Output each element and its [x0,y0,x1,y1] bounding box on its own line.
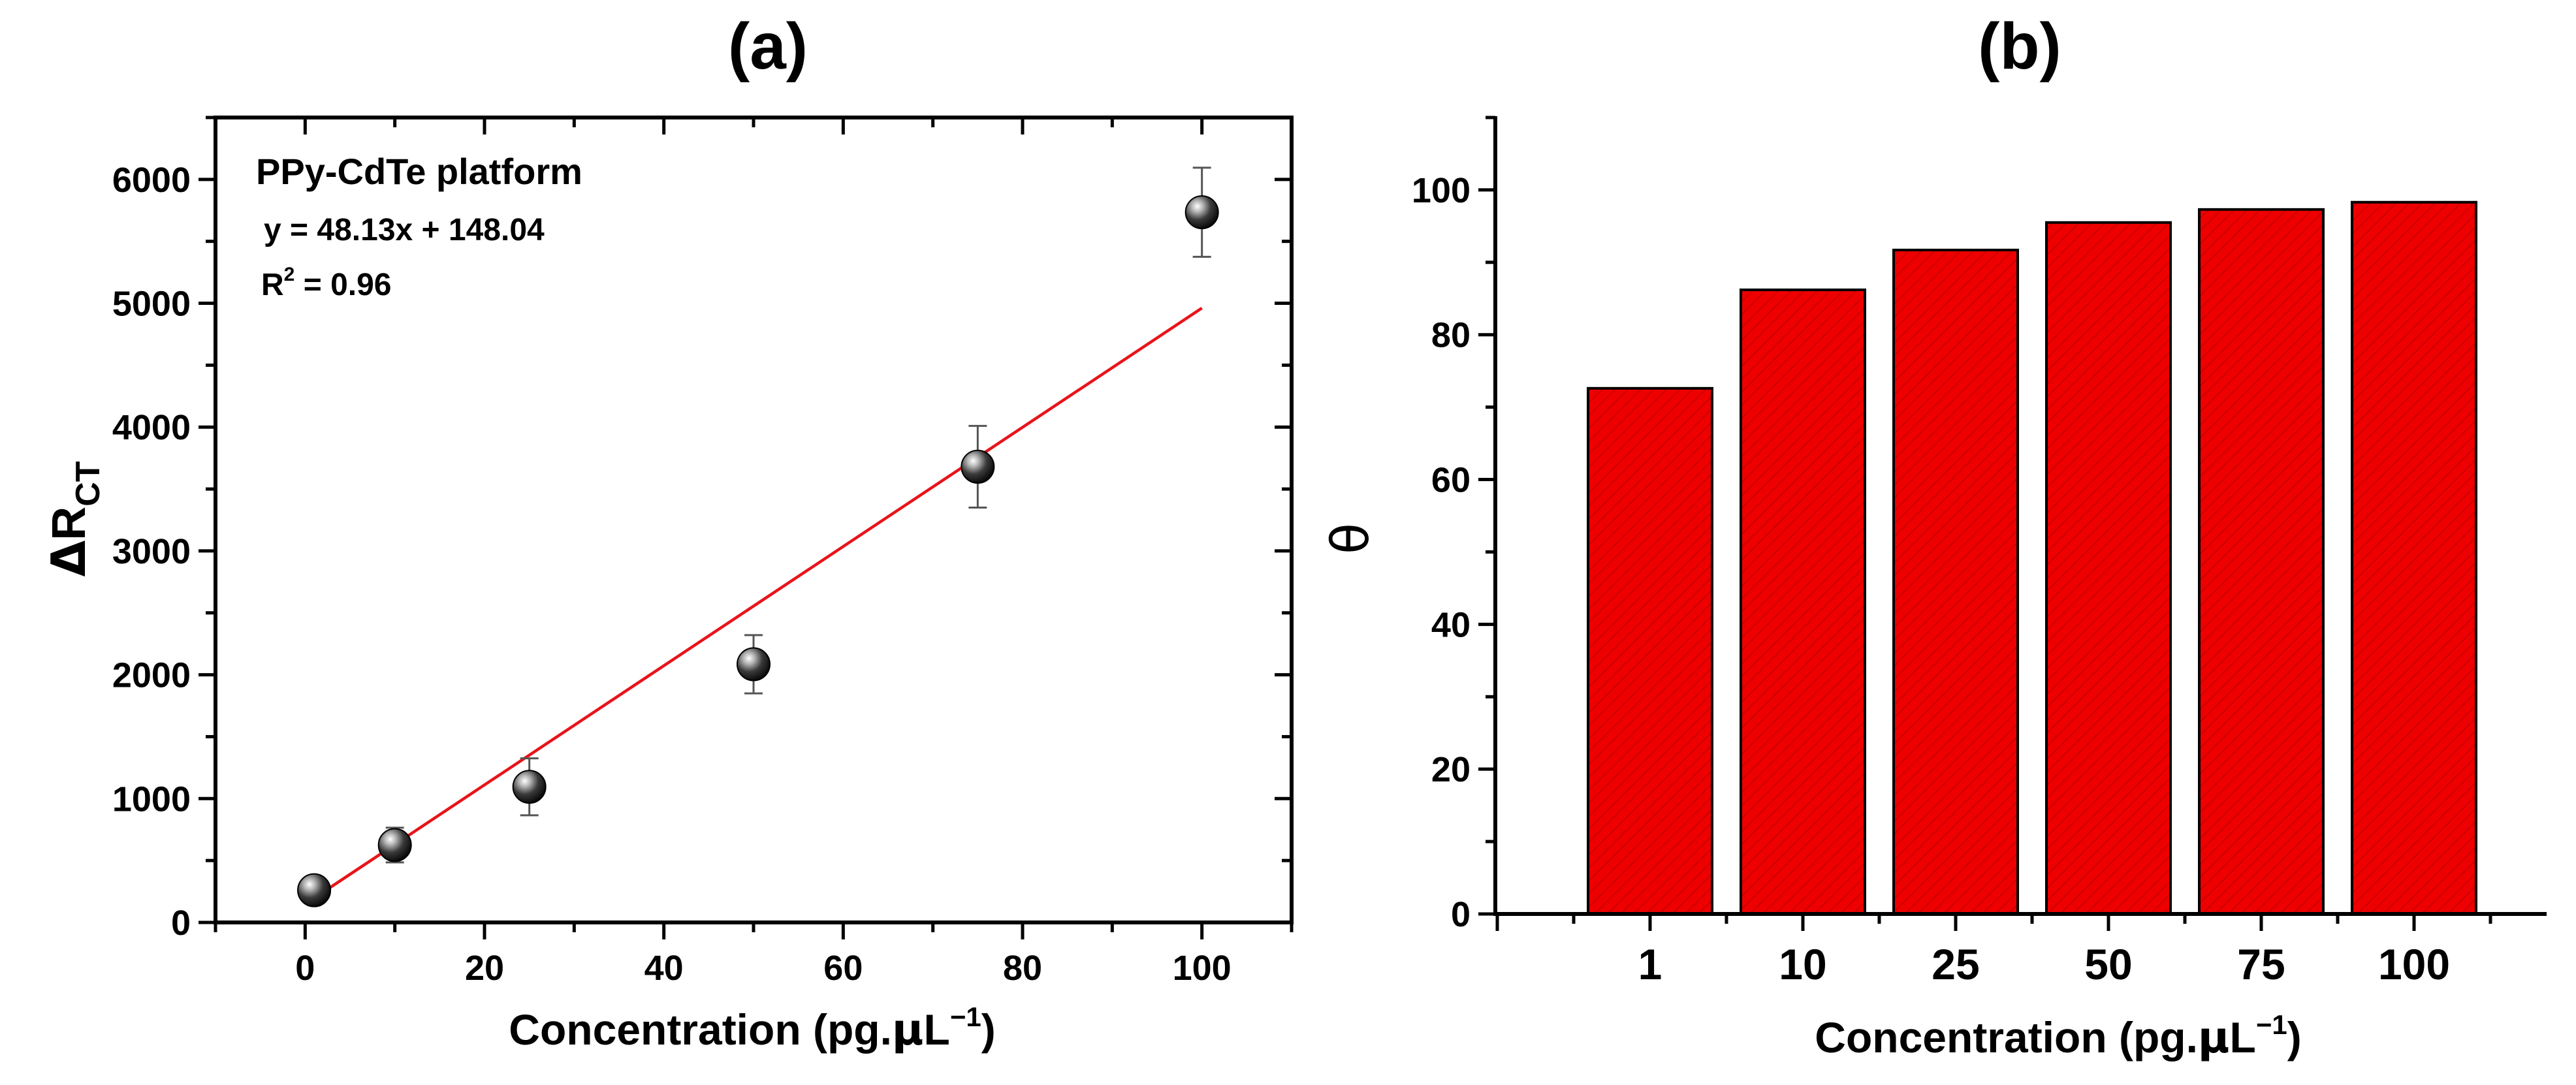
r-squared-r: R [261,268,284,302]
x-axis-label-a: Concentration (pg.μL−1) [509,1001,995,1055]
x-tick-label-b: 75 [2237,940,2285,988]
data-point [377,828,412,862]
bars-b [1587,200,2477,916]
y-axis-label-b: θ [1322,523,1380,554]
y-axis-label-a: ΔRCT [41,461,107,576]
x-axis-label-a-unit: L [924,1005,950,1054]
x-tick-label-a: 20 [465,949,504,988]
data-point [1185,195,1219,230]
y-tick-label-a: 2000 [112,656,191,695]
x-tick-label-a: 100 [1173,949,1232,988]
annotation-title: PPy-CdTe platform [256,151,582,192]
x-tick-label-a: 60 [823,949,863,988]
y-tick-label-b: 40 [1431,605,1471,644]
y-axis-label-a-sub: CT [69,461,107,507]
y-tick-label-a: 5000 [112,285,191,324]
chart-a: (a) 0 20 40 60 80 100010002000300040005000600… [41,10,1294,1055]
x-tick-label-b: 25 [1932,940,1979,988]
data-points-a [297,195,1219,907]
fit-equation: y = 48.13x + 148.04 [264,213,545,247]
x-axis-label-b-sup: −1 [2256,1009,2287,1040]
x-tick-label-b: 1 [1638,940,1662,988]
y-tick-label-a: 0 [171,904,191,943]
fit-line-group [313,307,1203,900]
x-axis-label-b-close: ) [2287,1013,2302,1061]
y-tick-label-b: 60 [1431,461,1471,500]
y-tick-label-a: 3000 [112,532,191,571]
bar [2351,200,2477,915]
r-squared-value: = 0.96 [294,268,391,302]
data-point [961,449,995,484]
x-axis-label-b-mu: μ [2198,1013,2230,1063]
data-point [297,873,332,907]
r-squared-sup: 2 [284,264,295,285]
bar [2198,208,2325,916]
x-tick-label-b: 50 [2084,940,2132,988]
x-tick-label-a: 40 [644,949,684,988]
bar [2045,221,2172,915]
axes-b [1478,116,2547,931]
x-axis-label-b-text: Concentration (pg. [1815,1013,2198,1061]
panel-label-a: (a) [728,10,808,83]
y-axis-label-a-delta: Δ [41,541,96,577]
x-axis-label-a-sup: −1 [950,1001,981,1032]
x-tick-label-a: 0 [295,949,315,988]
error-bars-a [305,166,1211,898]
axis-ticks-a [199,116,1294,939]
fit-line [313,307,1203,900]
x-tick-label-b: 10 [1779,940,1826,988]
y-tick-label-b: 80 [1431,316,1471,355]
y-tick-label-b: 20 [1431,750,1471,789]
bar [1740,288,1866,915]
x-tick-label-a: 80 [1003,949,1042,988]
tick-labels-b: 0 20 40 60 80 100 1 10 25 50 75 100 [1412,171,2450,988]
x-tick-label-b: 100 [2378,940,2450,988]
y-tick-label-b: 100 [1412,171,1471,210]
data-point [737,647,771,682]
x-axis-label-a-text: Concentration (pg. [509,1005,892,1054]
bar [1587,386,1713,915]
data-point [512,770,547,804]
y-tick-label-a: 4000 [112,408,191,447]
panel-label-b: (b) [1978,10,2061,83]
x-axis-label-b-unit: L [2230,1013,2256,1061]
x-axis-label-a-close: ) [981,1005,996,1054]
y-tick-label-a: 6000 [112,161,191,200]
x-axis-label-b: Concentration (pg.μL−1) [1815,1009,2301,1063]
r-squared-label: R2 = 0.96 [261,264,391,302]
x-axis-label-a-mu: μ [892,1005,924,1055]
chart-b: (b) 0 20 40 60 80 100 1 10 25 50 75 100 Concentrati… [1322,10,2547,1063]
bar [1892,248,2019,915]
y-axis-label-a-main: R [43,507,95,541]
y-tick-label-a: 1000 [112,779,191,819]
y-tick-label-b: 0 [1451,895,1471,934]
